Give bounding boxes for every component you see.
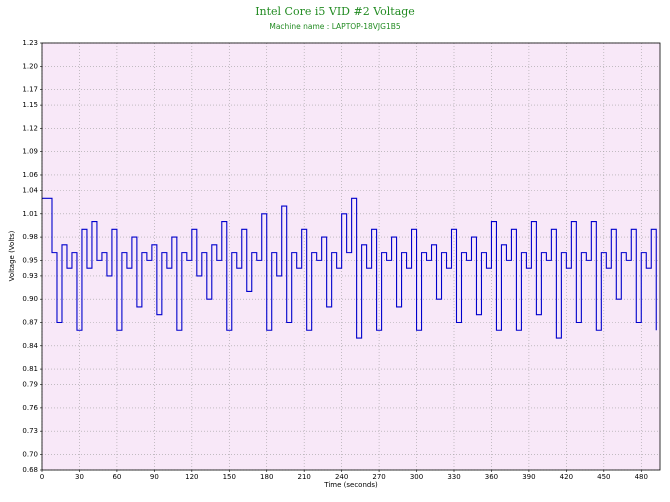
y-tick-label: 0.70: [22, 450, 38, 458]
y-tick-label: 1.12: [22, 124, 38, 132]
y-tick-label: 0.79: [22, 381, 38, 389]
y-tick-label: 1.06: [22, 171, 38, 179]
data-line: [42, 197, 657, 339]
x-tick-label: 120: [185, 473, 198, 481]
y-tick-label: 1.17: [22, 86, 38, 94]
x-tick-label: 30: [75, 473, 84, 481]
y-tick-label: 1.15: [22, 101, 38, 109]
x-tick-label: 480: [635, 473, 648, 481]
y-tick-label: 0.76: [22, 404, 38, 412]
x-tick-label: 270: [372, 473, 385, 481]
chart-subtitle: Machine name : LAPTOP-18VJG1B5: [269, 22, 401, 31]
x-tick-label: 240: [335, 473, 348, 481]
x-axis-label: Time (seconds): [323, 481, 378, 489]
y-tick-label: 1.23: [22, 39, 38, 47]
y-tick-label: 1.04: [22, 187, 38, 195]
y-tick-label: 0.84: [22, 342, 38, 350]
x-tick-label: 360: [485, 473, 498, 481]
x-tick-label: 90: [150, 473, 159, 481]
x-tick-label: 0: [40, 473, 44, 481]
y-tick-label: 0.93: [22, 272, 38, 280]
y-axis-label: Voltage (Volts): [8, 230, 16, 281]
y-tick-label: 0.73: [22, 427, 38, 435]
x-tick-label: 210: [297, 473, 310, 481]
x-tick-label: 150: [223, 473, 236, 481]
y-tick-label: 1.20: [22, 62, 38, 70]
x-tick-label: 420: [560, 473, 573, 481]
x-tick-label: 180: [260, 473, 273, 481]
y-tick-label: 0.81: [22, 365, 38, 373]
x-tick-label: 300: [410, 473, 423, 481]
y-tick-label: 0.90: [22, 295, 38, 303]
y-tick-label: 0.98: [22, 233, 38, 241]
x-tick-label: 450: [597, 473, 610, 481]
y-tick-label: 0.95: [22, 256, 38, 264]
y-tick-label: 0.68: [22, 466, 38, 474]
y-tick-label: 0.87: [22, 318, 38, 326]
plot-border: [41, 42, 661, 471]
x-tick-label: 390: [522, 473, 535, 481]
plot-area: [42, 43, 660, 470]
x-tick-label: 60: [112, 473, 121, 481]
chart-title: Intel Core i5 VID #2 Voltage: [255, 5, 415, 18]
y-tick-label: 1.09: [22, 148, 38, 156]
y-tick-label: 1.01: [22, 210, 38, 218]
x-tick-label: 330: [447, 473, 460, 481]
